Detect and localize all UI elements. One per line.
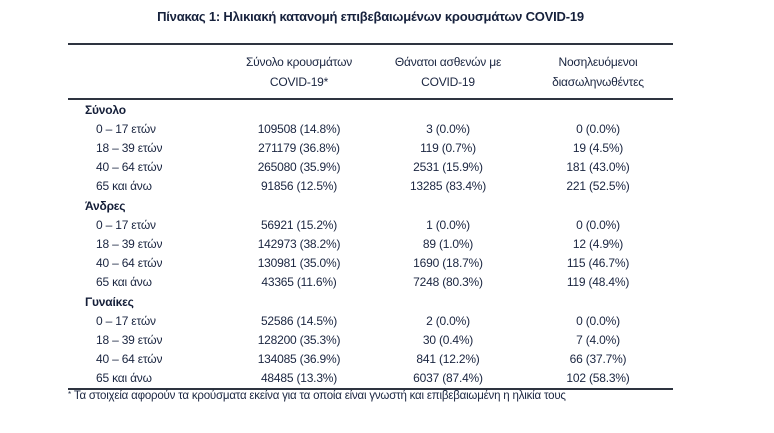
cell-total-cases: 130981 (35.0%) [257,256,341,270]
table-row: 0 – 17 ετών 109508 (14.8%) 3 (0.0%) 0 (0… [68,120,673,139]
row-label: 65 και άνω [96,275,152,289]
cell-deaths: 13285 (83.4%) [409,179,487,193]
cell-intubated: 12 (4.9%) [572,237,624,251]
table-row: 65 και άνω 91856 (12.5%) 13285 (83.4%) 2… [68,177,673,196]
section-header-total: Σύνολο [85,103,126,117]
cell-total-cases: 91856 (12.5%) [260,179,338,193]
cell-intubated: 0 (0.0%) [576,218,620,232]
cell-deaths: 7248 (80.3%) [413,275,483,289]
cell-total-cases: 265080 (35.9%) [257,160,341,174]
row-label: 0 – 17 ετών [96,314,156,328]
cell-deaths: 1690 (18.7%) [413,256,483,270]
column-header-line: Σύνολο κρουσμάτων [245,55,353,69]
table-row: 40 – 64 ετών 265080 (35.9%) 2531 (15.9%)… [68,158,673,177]
cell-intubated: 7 (4.0%) [576,333,620,347]
cell-total-cases: 134085 (36.9%) [257,352,341,366]
row-label: 18 – 39 ετών [96,333,163,347]
row-label: 40 – 64 ετών [96,352,163,366]
cell-deaths: 89 (1.0%) [422,237,474,251]
cell-intubated: 66 (37.7%) [569,352,627,366]
cell-intubated: 181 (43.0%) [566,160,630,174]
cell-deaths: 30 (0.4%) [422,333,474,347]
row-label: 0 – 17 ετών [96,218,156,232]
cell-deaths: 2531 (15.9%) [413,160,483,174]
column-header-line: διασωληνωθέντες [552,75,644,89]
table-container: Σύνολο κρουσμάτων COVID-19* Θάνατοι ασθε… [68,43,673,390]
footnote-asterisk: * [68,390,71,399]
table-row: 40 – 64 ετών 130981 (35.0%) 1690 (18.7%)… [68,254,673,273]
cell-deaths: 3 (0.0%) [426,122,470,136]
table-row: 18 – 39 ετών 142973 (38.2%) 89 (1.0%) 12… [68,235,673,254]
cell-deaths: 1 (0.0%) [426,218,470,232]
cell-intubated: 102 (58.3%) [566,371,630,385]
table-row: 65 και άνω 48485 (13.3%) 6037 (87.4%) 10… [68,369,673,389]
cell-total-cases: 128200 (35.3%) [257,333,341,347]
row-label: 65 και άνω [96,371,152,385]
table-row: 40 – 64 ετών 134085 (36.9%) 841 (12.2%) … [68,350,673,369]
column-header-line: Νοσηλευόμενοι [558,55,638,69]
cell-intubated: 19 (4.5%) [572,141,624,155]
column-header-line: COVID-19* [269,75,329,89]
table-row: 18 – 39 ετών 271179 (36.8%) 119 (0.7%) 1… [68,139,673,158]
section-row: Σύνολο [68,99,673,120]
covid-age-distribution-table: Σύνολο κρουσμάτων COVID-19* Θάνατοι ασθε… [68,43,673,390]
column-header-deaths: Θάνατοι ασθενών με COVID-19 [373,44,523,100]
section-header-women: Γυναίκες [85,295,134,309]
section-row: Άνδρες [68,196,673,216]
cell-deaths: 2 (0.0%) [426,314,470,328]
column-header-total-cases: Σύνολο κρουσμάτων COVID-19* [225,44,373,100]
row-label: 0 – 17 ετών [96,122,156,136]
cell-intubated: 0 (0.0%) [576,122,620,136]
cell-intubated: 221 (52.5%) [566,179,630,193]
cell-deaths: 841 (12.2%) [416,352,480,366]
column-header-line: Θάνατοι ασθενών με [394,55,502,69]
cell-deaths: 6037 (87.4%) [413,371,483,385]
section-header-men: Άνδρες [85,199,126,213]
table-row: 65 και άνω 43365 (11.6%) 7248 (80.3%) 11… [68,273,673,292]
cell-total-cases: 48485 (13.3%) [260,371,338,385]
cell-total-cases: 56921 (15.2%) [260,218,338,232]
column-header-intubated: Νοσηλευόμενοι διασωληνωθέντες [523,44,673,100]
footnote-text: Τα στοιχεία αφορούν τα κρούσματα εκείνα … [73,390,566,402]
cell-intubated: 119 (48.4%) [566,275,630,289]
column-header-line: COVID-19 [421,75,475,89]
section-row: Γυναίκες [68,292,673,312]
row-label: 40 – 64 ετών [96,256,163,270]
empty-header-cell [68,44,225,100]
cell-total-cases: 142973 (38.2%) [257,237,341,251]
page-title: Πίνακας 1: Ηλικιακή κατανομή επιβεβαιωμέ… [157,9,584,24]
row-label: 65 και άνω [96,179,152,193]
cell-deaths: 119 (0.7%) [420,141,476,155]
cell-total-cases: 52586 (14.5%) [260,314,338,328]
header-row: Σύνολο κρουσμάτων COVID-19* Θάνατοι ασθε… [68,44,673,100]
cell-total-cases: 43365 (11.6%) [261,275,337,289]
table-row: 0 – 17 ετών 52586 (14.5%) 2 (0.0%) 0 (0.… [68,312,673,331]
cell-intubated: 115 (46.7%) [566,256,630,270]
cell-total-cases: 109508 (14.8%) [257,122,341,136]
cell-intubated: 0 (0.0%) [576,314,620,328]
row-label: 18 – 39 ετών [96,237,163,251]
table-row: 0 – 17 ετών 56921 (15.2%) 1 (0.0%) 0 (0.… [68,216,673,235]
cell-total-cases: 271179 (36.8%) [258,141,340,155]
row-label: 40 – 64 ετών [96,160,163,174]
footnote: * Τα στοιχεία αφορούν τα κρούσματα εκείνα… [68,389,748,403]
row-label: 18 – 39 ετών [96,141,163,155]
table-row: 18 – 39 ετών 128200 (35.3%) 30 (0.4%) 7 … [68,331,673,350]
